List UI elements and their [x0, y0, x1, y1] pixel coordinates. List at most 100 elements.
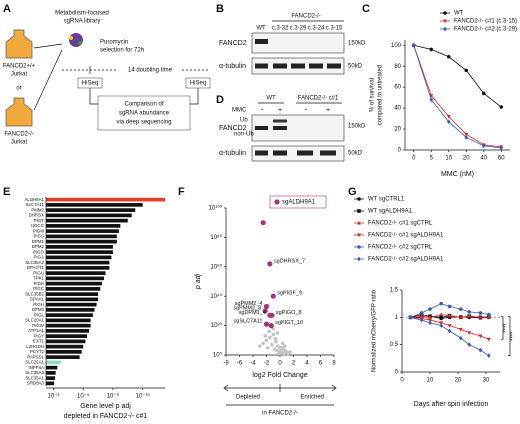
y-tick-label: 1	[395, 315, 399, 321]
legend-marker	[357, 256, 361, 262]
direction-label: Depleted	[236, 395, 260, 401]
marker	[486, 337, 491, 342]
legend-label: FANCD2-/- c#1 sgALDH9A1	[368, 233, 444, 239]
marker	[478, 347, 483, 353]
marker	[429, 94, 434, 98]
comparison-label: sgRNA abundance	[119, 111, 170, 117]
lane-label: c.3-29	[290, 26, 307, 32]
bar	[46, 318, 91, 323]
panel-label: A	[3, 3, 11, 15]
bar	[46, 355, 80, 359]
point-label: sgDPM1_4	[239, 310, 266, 316]
or-label: or	[16, 86, 21, 92]
point	[262, 308, 268, 314]
bar	[46, 376, 56, 380]
marker	[464, 132, 469, 137]
panel-label: B	[216, 3, 224, 15]
category-label: DPAGT1	[27, 265, 45, 270]
x-tick-label: 0	[278, 361, 282, 367]
marker	[429, 47, 434, 52]
point	[274, 339, 278, 344]
x-tick-label: 0	[412, 156, 416, 162]
marker	[478, 311, 483, 315]
marker	[439, 301, 444, 306]
marker	[447, 328, 452, 334]
lane-label: WT	[256, 26, 266, 32]
point	[268, 335, 272, 340]
bar	[46, 308, 95, 312]
bar	[46, 344, 84, 349]
legend-label: FANCD2-/- c#1 (c.3-15)	[454, 19, 517, 25]
marker	[487, 312, 491, 317]
y-axis-label: compared to untreated	[378, 65, 384, 125]
category-label: PIGY	[34, 333, 45, 338]
x-tick-label: 6	[319, 361, 323, 367]
direction-arrow	[223, 384, 337, 392]
x-tick-label: 10⁻¹³	[136, 394, 150, 400]
bar	[46, 234, 117, 239]
marker	[481, 143, 486, 149]
point	[271, 332, 276, 337]
y-tick-label: 10⁶⁰	[210, 263, 222, 270]
point	[288, 350, 292, 354]
group-label: FANCD2-/- c#1	[298, 96, 339, 102]
row-label: FANCD2	[219, 125, 247, 132]
bar	[46, 339, 86, 344]
comparison-label: via deep sequencing	[116, 120, 171, 126]
cell-label: Jurkat	[11, 72, 28, 78]
bar	[46, 323, 91, 328]
bar	[46, 292, 99, 296]
legend-marker	[443, 11, 447, 15]
x-tick-label: 8	[332, 361, 336, 367]
point-label: sgPIGF_9	[277, 291, 302, 297]
bar	[46, 271, 106, 275]
x-tick-label: 4	[305, 361, 309, 367]
category-label: SLC35A1	[25, 375, 44, 380]
size-label: 150kD	[348, 41, 366, 47]
x-tick-label: -6	[237, 361, 243, 367]
cell-label: Jurkat	[11, 140, 28, 146]
treatment-label: MMC	[232, 108, 247, 114]
bar	[46, 229, 119, 233]
point	[267, 312, 273, 318]
bar	[46, 208, 136, 212]
category-label: DPM3	[32, 307, 45, 312]
point-label: sgSLC7A11	[234, 319, 263, 325]
legend-label: FANCD2-/- c#2 sgCTRL	[368, 245, 433, 251]
x-tick-label: -8	[223, 361, 229, 367]
panel-b: FANCD2-/- WT c.3-32 c.3-29 c.3-24 c.3-15…	[219, 14, 366, 75]
y-tick-label: 80	[394, 64, 401, 70]
marker	[428, 318, 432, 323]
panel-label: G	[348, 186, 357, 198]
point-label: sgPMM2_8	[233, 305, 261, 311]
y-tick-label: 100	[391, 43, 402, 49]
category-label: DPM1	[32, 239, 45, 244]
x-tick-label: 40	[480, 156, 487, 162]
x-axis-label: depleted in FANCD2-/- c#1	[64, 413, 148, 420]
legend-label: FANCD2-/- c#1 sgCTRL	[368, 221, 433, 227]
y-tick-label: 0	[398, 148, 402, 154]
bar	[46, 239, 117, 244]
y-axis-label: p adj	[195, 273, 202, 290]
marker	[446, 54, 451, 59]
bar	[46, 329, 90, 333]
row-label: α-tubulin	[219, 150, 246, 157]
legend-label: WT sgCTRL1	[368, 197, 405, 203]
point-label: sgPMM2_4	[235, 301, 263, 307]
point	[257, 344, 262, 348]
x-tick-label: 20	[455, 378, 462, 384]
point-label: sgPIGO_8	[276, 310, 302, 316]
marker	[459, 335, 463, 341]
marker	[439, 321, 444, 325]
bar	[46, 276, 104, 281]
bar	[46, 302, 97, 307]
marker	[419, 317, 424, 323]
marker	[458, 315, 463, 319]
hiseq-label: HiSeq	[190, 81, 206, 87]
library-label: sgRNA library	[64, 19, 101, 25]
marker	[467, 314, 472, 318]
lane-label: c.3-24	[308, 26, 325, 32]
marker	[447, 304, 452, 309]
category-label: GPAA1	[30, 297, 45, 302]
